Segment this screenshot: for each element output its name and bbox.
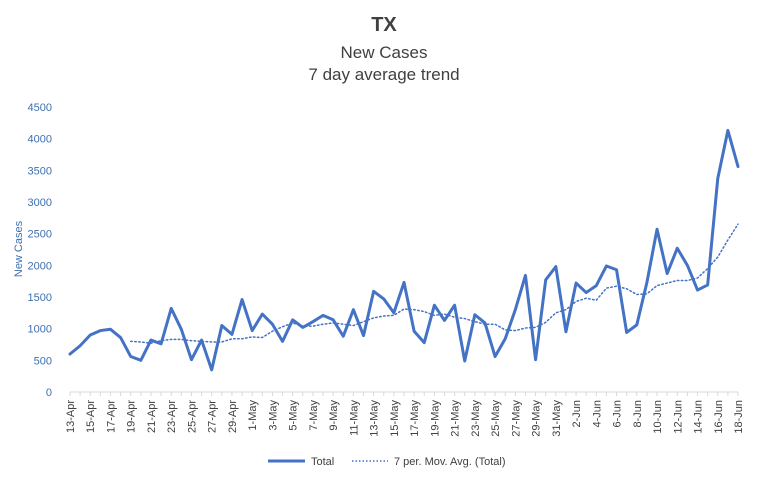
x-tick-label: 31-May [551,400,563,437]
series-line-total [68,128,740,372]
x-tick-label: 15-May [389,400,401,437]
x-tick-label: 13-Apr [65,400,77,433]
x-tick-label: 7-May [308,400,320,431]
legend-label-moving-average: 7 per. Mov. Avg. (Total) [394,456,505,468]
x-axis [69,391,739,396]
x-tick-label: 23-May [470,400,482,437]
x-tick-label: 1-May [247,400,259,431]
x-tick-label: 4-Jun [591,400,603,428]
y-tick-label: 2500 [28,229,52,241]
y-tick-label: 1000 [28,324,52,336]
x-tick-label: 10-Jun [652,400,664,434]
x-tick-label: 27-May [510,400,522,437]
x-tick-label: 16-Jun [713,400,725,434]
x-tick-label: 19-May [429,400,441,437]
x-tick-label: 2-Jun [571,400,583,428]
x-tick-label: 8-Jun [632,400,644,428]
series-line-moving-average [129,223,739,344]
x-tick-labels: 13-Apr 15-Apr 17-Apr 19-Apr 21-Apr 23-Apr 25-A… [65,400,745,437]
x-tick-label: 5-May [288,400,300,431]
x-tick-label: 23-Apr [166,400,178,433]
y-tick-label: 3500 [28,165,52,177]
x-tick-label: 15-Apr [85,400,97,433]
y-tick-label: 2000 [28,260,52,272]
x-tick-label: 29-May [531,400,543,437]
chart-subtitle-line-1: New Cases [341,43,428,62]
x-tick-label: 25-Apr [186,400,198,433]
y-tick-label: 3000 [28,197,52,209]
y-axis: 0 500 1000 1500 2000 2500 3000 3500 4000 4500 [28,102,52,399]
x-tick-label: 12-Jun [672,400,684,434]
x-tick-label: 19-Apr [126,400,138,433]
x-tick-label: 13-May [369,400,381,437]
x-tick-label: 25-May [490,400,502,437]
y-tick-label: 0 [46,387,52,399]
x-tick-label: 27-Apr [207,400,219,433]
y-tick-label: 500 [34,355,52,367]
x-tick-label: 21-Apr [146,400,158,433]
x-tick-label: 18-Jun [733,400,745,434]
x-tick-label: 11-May [348,400,360,436]
chart-subtitle-line-2: 7 day average trend [308,65,459,84]
x-tick-label: 29-Apr [227,400,239,433]
x-tick-label: 21-May [450,400,462,437]
legend: Total 7 per. Mov. Avg. (Total) [268,456,505,468]
x-tick-label: 17-May [409,400,421,437]
x-tick-label: 14-Jun [693,400,705,434]
series-lines [68,128,740,372]
y-tick-label: 4500 [28,102,52,114]
x-tick-label: 9-May [328,400,340,431]
chart-title: TX [371,14,397,36]
x-tick-label: 17-Apr [105,400,117,433]
legend-label-total: Total [311,456,334,468]
y-tick-label: 4000 [28,134,52,146]
x-tick-label: 6-Jun [612,400,624,428]
y-tick-label: 1500 [28,292,52,304]
x-tick-label: 3-May [267,400,279,431]
y-axis-label: New Cases [13,220,25,277]
